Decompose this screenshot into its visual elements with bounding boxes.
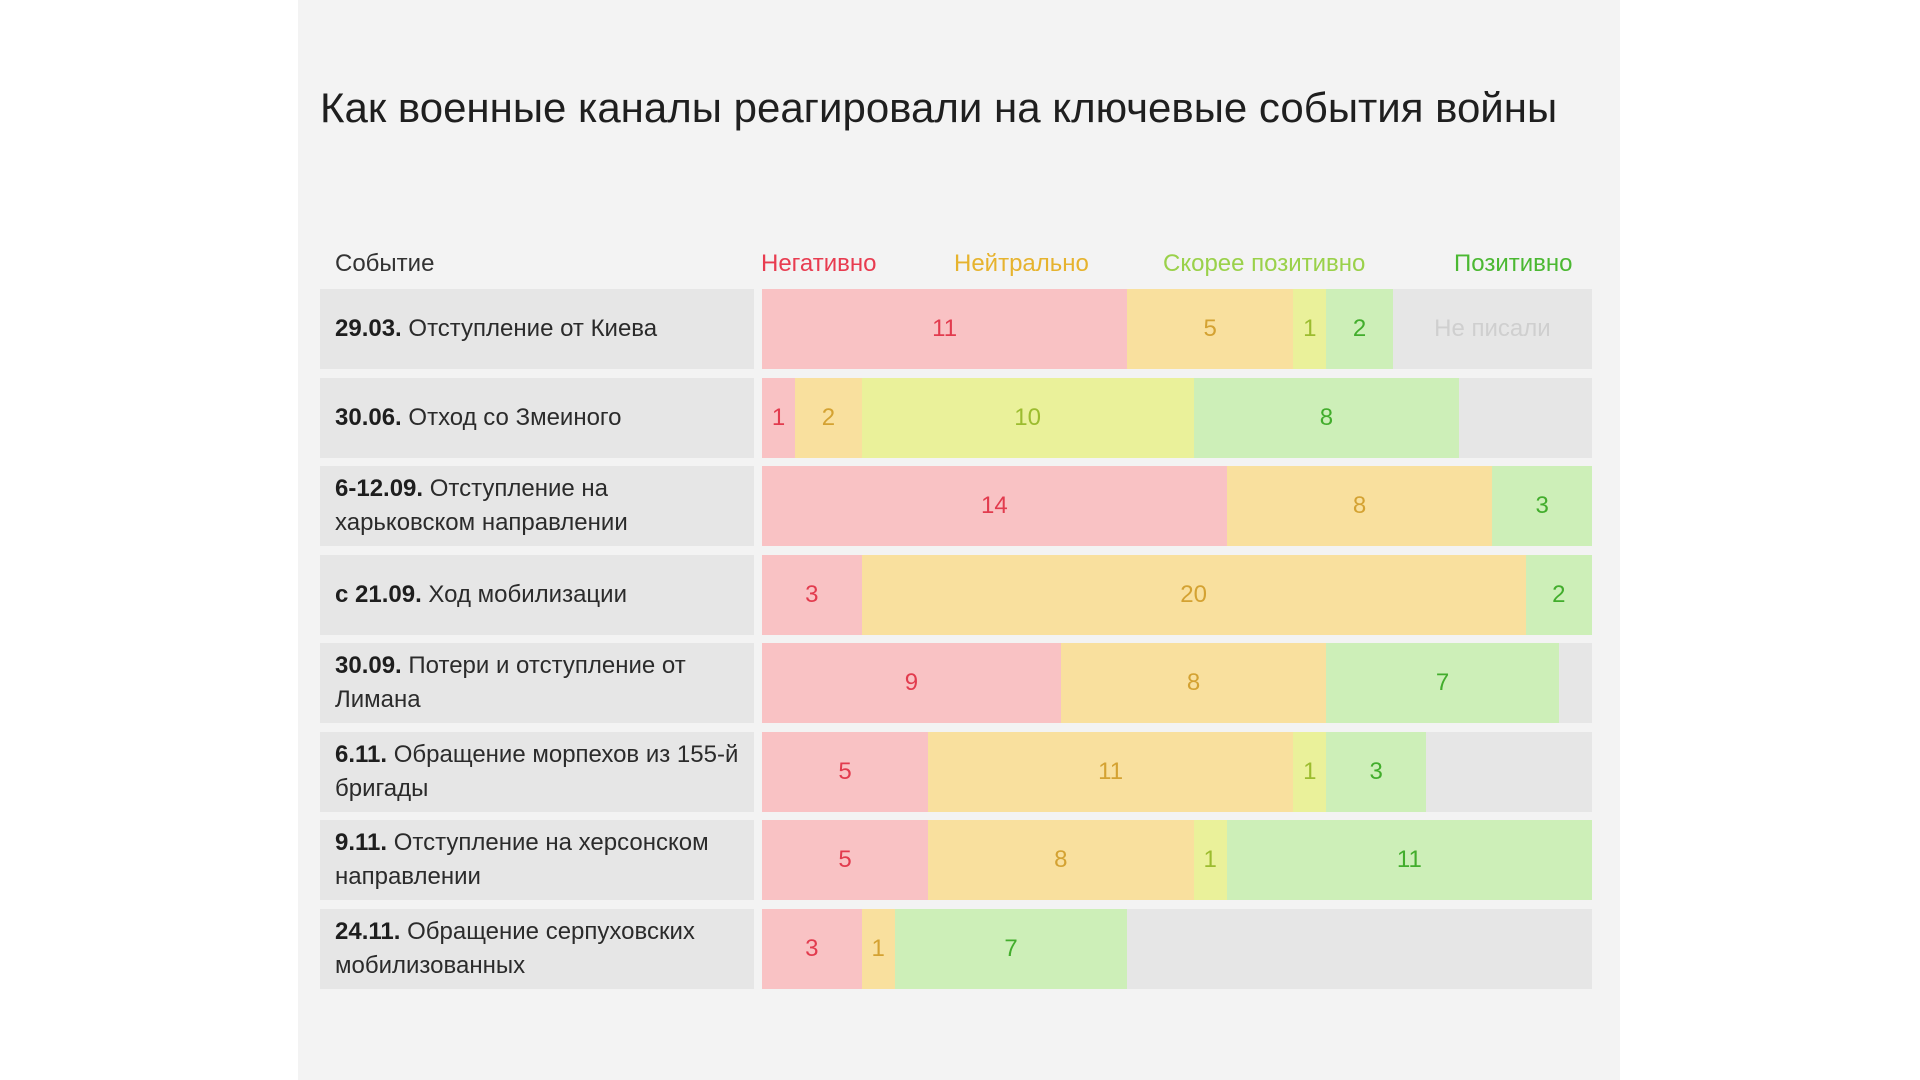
bar-segment-neg: 3 xyxy=(762,908,862,989)
event-name: Обращение морпехов из 155-й бригады xyxy=(335,740,739,802)
bar-segment-spos: 10 xyxy=(861,377,1194,458)
bar-segment-neu: 1 xyxy=(861,908,895,989)
bar-segment-pos: 7 xyxy=(1326,643,1559,723)
chart-title: Как военные каналы реагировали на ключев… xyxy=(320,84,1558,131)
event-date: 30.06. xyxy=(335,403,402,431)
bar-track: 14 8 3 xyxy=(762,466,1592,546)
header-event: Событие xyxy=(335,250,435,277)
bar-segment-neu: 8 xyxy=(1226,466,1493,546)
event-date: с 21.09. xyxy=(335,580,422,608)
chart-rows: 29.03. Отступление от Киева 11 5 1 2 Не писал… xyxy=(320,289,1592,997)
bar-segment-neg: 5 xyxy=(762,731,928,812)
chart-row: 9.11. Отступление на херсонском направле… xyxy=(320,820,1592,900)
bar-segment-pos: 2 xyxy=(1326,289,1393,369)
bar-track: 11 5 1 2 Не писали xyxy=(762,289,1592,369)
event-label-cell: 6.11. Обращение морпехов из 155-й бригад… xyxy=(320,731,754,812)
event-date: 6-12.09. xyxy=(335,475,424,502)
bar-track: 1 2 10 8 xyxy=(762,377,1592,458)
bar-segment-neg: 5 xyxy=(762,820,928,900)
bar-segment-spos: 1 xyxy=(1293,289,1327,369)
header-negative: Негативно xyxy=(761,250,877,277)
event-name: Отступление на херсонском направлении xyxy=(335,829,709,890)
event-date: 24.11. xyxy=(335,917,401,945)
bar-segment-neg: 3 xyxy=(762,554,862,635)
header-neutral: Нейтрально xyxy=(954,250,1089,277)
chart-row: 24.11. Обращение серпуховских мобилизова… xyxy=(320,908,1592,989)
bar-segment-pos: 3 xyxy=(1492,466,1592,546)
event-name: Отступление на харьковском направлении xyxy=(335,475,628,536)
bar-segment-neu: 8 xyxy=(928,820,1194,900)
bar-track: 5 8 1 11 xyxy=(762,820,1592,900)
bar-segment-neu: 5 xyxy=(1127,289,1294,369)
bar-segment-neu: 11 xyxy=(928,731,1294,812)
bar-segment-pos: 2 xyxy=(1525,554,1592,635)
event-name: Обращение серпуховских мобилизованных xyxy=(335,917,695,979)
event-label-cell: 9.11. Отступление на херсонском направле… xyxy=(320,820,754,900)
chart-row: 30.09. Потери и отступление от Лимана 9 8 7 xyxy=(320,643,1592,723)
header-positive: Позитивно xyxy=(1454,250,1573,277)
column-header: Событие Негативно Нейтрально Скорее пози… xyxy=(320,244,1592,284)
event-label-cell: с 21.09. Ход мобилизации xyxy=(320,554,754,635)
event-date: 30.09. xyxy=(335,652,402,679)
chart-row: 6-12.09. Отступление на харьковском напр… xyxy=(320,466,1592,546)
event-label: 29.03. Отступление от Киева xyxy=(335,312,657,346)
event-label-cell: 24.11. Обращение серпуховских мобилизова… xyxy=(320,908,754,989)
event-name: Потери и отступление от Лимана xyxy=(335,652,686,713)
no-posts-label: Не писали xyxy=(1434,315,1551,342)
bar-segment-pos: 3 xyxy=(1326,731,1426,812)
event-name: Отход со Змеиного xyxy=(408,403,622,431)
chart-row: 29.03. Отступление от Киева 11 5 1 2 Не писал… xyxy=(320,289,1592,369)
bar-segment-neg: 14 xyxy=(762,466,1227,546)
event-label-cell: 6-12.09. Отступление на харьковском напр… xyxy=(320,466,754,546)
event-label: 9.11. Отступление на херсонском направле… xyxy=(335,826,750,894)
bar-track: 3 20 2 xyxy=(762,554,1592,635)
event-label: 6.11. Обращение морпехов из 155-й бригад… xyxy=(335,738,750,806)
bar-segment-neg: 11 xyxy=(762,289,1128,369)
event-label-cell: 30.06. Отход со Змеиного xyxy=(320,377,754,458)
bar-track: 5 11 1 3 xyxy=(762,731,1592,812)
event-label-cell: 29.03. Отступление от Киева xyxy=(320,289,754,369)
event-label: с 21.09. Ход мобилизации xyxy=(335,578,627,612)
chart-row: 6.11. Обращение морпехов из 155-й бригад… xyxy=(320,731,1592,812)
bar-segment-neg: 9 xyxy=(762,643,1061,723)
event-name: Ход мобилизации xyxy=(428,580,627,608)
bar-segment-neu: 2 xyxy=(795,377,862,458)
chart-row: с 21.09. Ход мобилизации 3 20 2 xyxy=(320,554,1592,635)
chart-row: 30.06. Отход со Змеиного 1 2 10 8 xyxy=(320,377,1592,458)
bar-segment-pos: 7 xyxy=(894,908,1128,989)
event-date: 9.11. xyxy=(335,829,388,856)
event-name: Отступление от Киева xyxy=(408,315,658,342)
bar-segment-neu: 8 xyxy=(1060,643,1327,723)
bar-segment-spos: 1 xyxy=(1193,820,1227,900)
event-label: 24.11. Обращение серпуховских мобилизова… xyxy=(335,915,750,983)
event-label: 30.09. Потери и отступление от Лимана xyxy=(335,649,750,717)
event-date: 6.11. xyxy=(335,740,388,768)
header-somewhat-positive: Скорее позитивно xyxy=(1163,250,1366,277)
event-label-cell: 30.09. Потери и отступление от Лимана xyxy=(320,643,754,723)
bar-segment-neg: 1 xyxy=(762,377,796,458)
event-label: 30.06. Отход со Змеиного xyxy=(335,401,622,435)
bar-segment-pos: 11 xyxy=(1226,820,1592,900)
bar-segment-pos: 8 xyxy=(1193,377,1460,458)
bar-segment-spos: 1 xyxy=(1293,731,1327,812)
event-date: 29.03. xyxy=(335,315,402,342)
event-label: 6-12.09. Отступление на харьковском напр… xyxy=(335,472,750,540)
bar-segment-neu: 20 xyxy=(861,554,1526,635)
